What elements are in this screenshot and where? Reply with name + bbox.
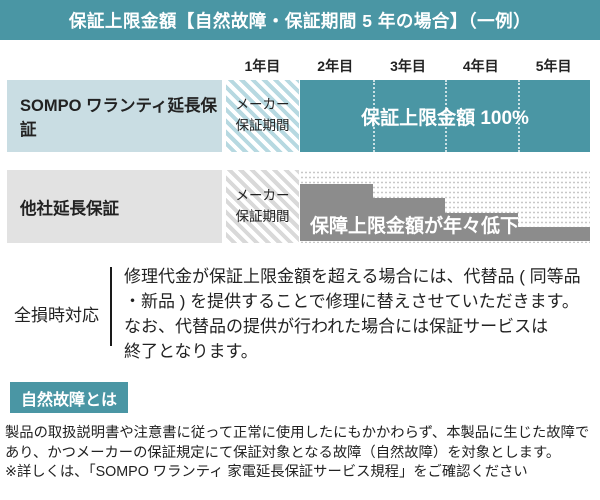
- competitor-row-label-text: 他社延長保証: [20, 199, 119, 218]
- header-banner: 保証上限金額【自然故障・保証期間 5 年の場合】（一例）: [0, 0, 600, 40]
- total-loss-label: 全損時対応: [14, 306, 99, 325]
- sompo-row-label-text: SOMPO ワランティ延長保証: [20, 97, 218, 139]
- total-loss-text: 修理代金が保証上限金額を超える場合には、代替品 ( 同等品 ・新品 ) を提供す…: [124, 267, 581, 361]
- year-label: 5年目: [535, 58, 572, 74]
- competitor-step: [517, 226, 590, 241]
- year-label: 4年目: [462, 58, 499, 74]
- competitor-row-label: 他社延長保証: [7, 170, 222, 243]
- sompo-maker-period-text: メーカー 保証期間: [235, 97, 290, 133]
- year-labels: 1年目 2年目 3年目 4年目 5年目: [226, 56, 590, 78]
- year-label: 1年目: [244, 58, 281, 74]
- competitor-step: [300, 184, 373, 241]
- competitor-steps: 保障上限金額が年々低下: [300, 170, 590, 243]
- year-divider-dotted: [445, 80, 447, 152]
- page-title: 保証上限金額【自然故障・保証期間 5 年の場合】（一例）: [68, 10, 532, 31]
- sompo-row-label: SOMPO ワランティ延長保証: [7, 80, 222, 152]
- sompo-coverage-bar: 保証上限金額 100%: [300, 80, 590, 152]
- year-divider-dotted: [372, 80, 375, 152]
- natural-failure-note: 製品の取扱説明書や注意書に従って正常に使用したにもかかわらず、本製品に生じた故障…: [5, 425, 590, 480]
- competitor-steps-caption: 保障上限金額が年々低下: [310, 216, 520, 237]
- natural-failure-heading-text: 自然故障とは: [20, 391, 117, 409]
- natural-failure-heading-badge: 自然故障とは: [10, 382, 128, 413]
- competitor-maker-period-box: メーカー 保証期間: [226, 170, 299, 243]
- year-divider-dotted: [517, 80, 520, 152]
- year-label: 3年目: [390, 58, 426, 74]
- sompo-maker-period-box: メーカー 保証期間: [226, 80, 299, 152]
- competitor-step: [445, 212, 518, 241]
- competitor-step: [372, 198, 445, 241]
- vertical-divider: [110, 267, 112, 346]
- year-label: 2年目: [317, 58, 354, 74]
- competitor-maker-period-text: メーカー 保証期間: [235, 187, 290, 224]
